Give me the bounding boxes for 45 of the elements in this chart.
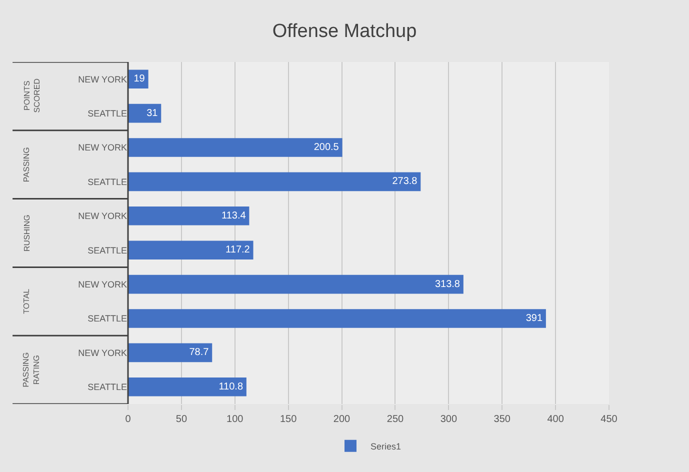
data-label: 78.7 bbox=[189, 347, 210, 358]
bar bbox=[128, 274, 464, 294]
bar bbox=[128, 206, 250, 226]
text: PASSING RATING bbox=[22, 352, 42, 388]
data-label: 117.2 bbox=[226, 244, 250, 256]
data-label: 200.5 bbox=[314, 142, 340, 154]
x-tick-label: 350 bbox=[494, 414, 511, 425]
data-label: 19 bbox=[134, 74, 146, 85]
chart-title: Offense Matchup bbox=[272, 20, 417, 42]
y-tick-label: NEW YORK bbox=[78, 142, 127, 153]
data-label: 391 bbox=[526, 313, 543, 324]
x-tick-label: 400 bbox=[547, 414, 564, 425]
x-tick-label: 50 bbox=[176, 414, 188, 425]
text: RUSHING bbox=[22, 214, 32, 252]
data-label: 110.8 bbox=[218, 381, 244, 392]
data-label: 113.4 bbox=[221, 210, 246, 222]
x-tick-label: 150 bbox=[280, 414, 298, 425]
y-tick-label: SEATTLE bbox=[88, 382, 127, 392]
y-tick-label: SEATTLE bbox=[88, 176, 127, 187]
text: POINTS SCORED bbox=[22, 78, 42, 113]
legend-label: Series1 bbox=[370, 441, 402, 452]
bar bbox=[128, 172, 421, 192]
x-tick-label: 300 bbox=[440, 414, 458, 425]
y-tick-label: SEATTLE bbox=[88, 314, 127, 324]
data-label: 313.8 bbox=[434, 278, 460, 290]
x-tick-label: 100 bbox=[226, 414, 244, 425]
data-label: 31 bbox=[146, 108, 158, 119]
bar bbox=[128, 378, 246, 396]
bar bbox=[128, 309, 546, 328]
y-tick-label: NEW YORK bbox=[78, 74, 127, 84]
y-tick-label: NEW YORK bbox=[78, 211, 127, 222]
x-tick-label: 200 bbox=[333, 414, 351, 425]
y-tick-label: SEATTLE bbox=[88, 245, 127, 256]
y-tick-label: SEATTLE bbox=[88, 108, 127, 118]
x-tick-label: 0 bbox=[125, 414, 132, 425]
x-tick-label: 450 bbox=[600, 414, 618, 425]
text: PASSING bbox=[22, 147, 31, 182]
y-tick-label: NEW YORK bbox=[78, 348, 127, 358]
bar bbox=[128, 343, 212, 362]
bar bbox=[128, 138, 342, 157]
bar bbox=[128, 240, 254, 260]
y-tick-label: NEW YORK bbox=[78, 279, 127, 290]
data-label: 273.8 bbox=[392, 176, 418, 188]
x-tick-label: 250 bbox=[386, 414, 404, 425]
text: TOTAL bbox=[22, 288, 32, 314]
